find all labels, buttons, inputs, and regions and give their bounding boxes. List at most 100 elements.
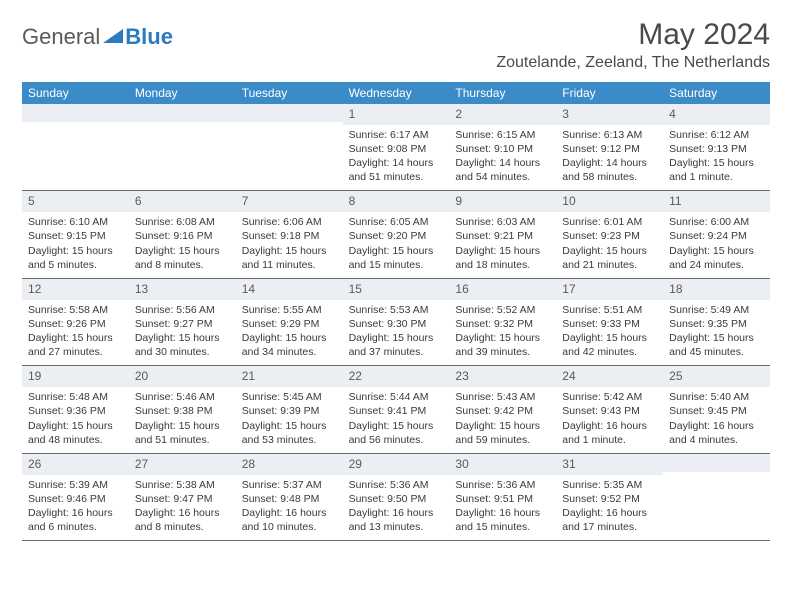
day-number: 7: [236, 191, 343, 212]
day-details: Sunrise: 5:56 AMSunset: 9:27 PMDaylight:…: [129, 300, 236, 366]
day-details: Sunrise: 5:58 AMSunset: 9:26 PMDaylight:…: [22, 300, 129, 366]
day-number: 22: [343, 366, 450, 387]
day-header-thu: Thursday: [449, 82, 556, 104]
day-cell: 4Sunrise: 6:12 AMSunset: 9:13 PMDaylight…: [663, 104, 770, 190]
day-cell: 23Sunrise: 5:43 AMSunset: 9:42 PMDayligh…: [449, 366, 556, 452]
day-details: Sunrise: 5:36 AMSunset: 9:50 PMDaylight:…: [343, 475, 450, 541]
day-cell: 27Sunrise: 5:38 AMSunset: 9:47 PMDayligh…: [129, 454, 236, 540]
day-details: Sunrise: 6:00 AMSunset: 9:24 PMDaylight:…: [663, 212, 770, 278]
day-cell: 5Sunrise: 6:10 AMSunset: 9:15 PMDaylight…: [22, 191, 129, 277]
day-cell: 6Sunrise: 6:08 AMSunset: 9:16 PMDaylight…: [129, 191, 236, 277]
day-number: 4: [663, 104, 770, 125]
logo-triangle-icon: [103, 27, 123, 48]
day-cell: 29Sunrise: 5:36 AMSunset: 9:50 PMDayligh…: [343, 454, 450, 540]
day-details: Sunrise: 6:15 AMSunset: 9:10 PMDaylight:…: [449, 125, 556, 191]
day-cell: 2Sunrise: 6:15 AMSunset: 9:10 PMDaylight…: [449, 104, 556, 190]
day-cell: 10Sunrise: 6:01 AMSunset: 9:23 PMDayligh…: [556, 191, 663, 277]
day-number: [663, 454, 770, 472]
day-number: [236, 104, 343, 122]
day-details: Sunrise: 5:45 AMSunset: 9:39 PMDaylight:…: [236, 387, 343, 453]
day-details: Sunrise: 5:51 AMSunset: 9:33 PMDaylight:…: [556, 300, 663, 366]
day-cell: 16Sunrise: 5:52 AMSunset: 9:32 PMDayligh…: [449, 279, 556, 365]
day-header-tue: Tuesday: [236, 82, 343, 104]
day-number: 27: [129, 454, 236, 475]
day-details: Sunrise: 6:08 AMSunset: 9:16 PMDaylight:…: [129, 212, 236, 278]
day-cell: 17Sunrise: 5:51 AMSunset: 9:33 PMDayligh…: [556, 279, 663, 365]
day-cell: 18Sunrise: 5:49 AMSunset: 9:35 PMDayligh…: [663, 279, 770, 365]
day-details: Sunrise: 5:39 AMSunset: 9:46 PMDaylight:…: [22, 475, 129, 541]
day-header-wed: Wednesday: [343, 82, 450, 104]
day-cell: 8Sunrise: 6:05 AMSunset: 9:20 PMDaylight…: [343, 191, 450, 277]
day-details: Sunrise: 5:46 AMSunset: 9:38 PMDaylight:…: [129, 387, 236, 453]
month-title: May 2024: [496, 18, 770, 52]
day-details: Sunrise: 6:03 AMSunset: 9:21 PMDaylight:…: [449, 212, 556, 278]
day-number: 21: [236, 366, 343, 387]
day-cell: 13Sunrise: 5:56 AMSunset: 9:27 PMDayligh…: [129, 279, 236, 365]
day-cell: 30Sunrise: 5:36 AMSunset: 9:51 PMDayligh…: [449, 454, 556, 540]
empty-cell: [236, 104, 343, 190]
day-header-row: Sunday Monday Tuesday Wednesday Thursday…: [22, 82, 770, 104]
empty-cell: [22, 104, 129, 190]
title-block: May 2024 Zoutelande, Zeeland, The Nether…: [496, 18, 770, 72]
day-number: 26: [22, 454, 129, 475]
location-text: Zoutelande, Zeeland, The Netherlands: [496, 54, 770, 72]
day-header-sat: Saturday: [663, 82, 770, 104]
day-cell: 15Sunrise: 5:53 AMSunset: 9:30 PMDayligh…: [343, 279, 450, 365]
day-number: 11: [663, 191, 770, 212]
day-number: 5: [22, 191, 129, 212]
day-details: Sunrise: 5:37 AMSunset: 9:48 PMDaylight:…: [236, 475, 343, 541]
day-number: 13: [129, 279, 236, 300]
day-cell: 24Sunrise: 5:42 AMSunset: 9:43 PMDayligh…: [556, 366, 663, 452]
day-number: 24: [556, 366, 663, 387]
empty-cell: [129, 104, 236, 190]
logo-text-general: General: [22, 24, 100, 50]
day-details: Sunrise: 6:10 AMSunset: 9:15 PMDaylight:…: [22, 212, 129, 278]
day-number: 6: [129, 191, 236, 212]
day-details: Sunrise: 6:05 AMSunset: 9:20 PMDaylight:…: [343, 212, 450, 278]
week-row: 26Sunrise: 5:39 AMSunset: 9:46 PMDayligh…: [22, 454, 770, 541]
day-details: Sunrise: 5:35 AMSunset: 9:52 PMDaylight:…: [556, 475, 663, 541]
day-number: 17: [556, 279, 663, 300]
day-number: 19: [22, 366, 129, 387]
day-cell: 14Sunrise: 5:55 AMSunset: 9:29 PMDayligh…: [236, 279, 343, 365]
day-details: Sunrise: 6:01 AMSunset: 9:23 PMDaylight:…: [556, 212, 663, 278]
day-details: Sunrise: 5:43 AMSunset: 9:42 PMDaylight:…: [449, 387, 556, 453]
day-number: 30: [449, 454, 556, 475]
day-cell: 25Sunrise: 5:40 AMSunset: 9:45 PMDayligh…: [663, 366, 770, 452]
day-details: Sunrise: 5:52 AMSunset: 9:32 PMDaylight:…: [449, 300, 556, 366]
day-cell: 11Sunrise: 6:00 AMSunset: 9:24 PMDayligh…: [663, 191, 770, 277]
empty-cell: [663, 454, 770, 540]
day-number: 18: [663, 279, 770, 300]
day-number: 23: [449, 366, 556, 387]
day-number: 16: [449, 279, 556, 300]
day-details: Sunrise: 5:42 AMSunset: 9:43 PMDaylight:…: [556, 387, 663, 453]
logo-text-blue: Blue: [125, 27, 173, 47]
day-number: 8: [343, 191, 450, 212]
week-row: 5Sunrise: 6:10 AMSunset: 9:15 PMDaylight…: [22, 191, 770, 278]
day-number: [129, 104, 236, 122]
week-row: 1Sunrise: 6:17 AMSunset: 9:08 PMDaylight…: [22, 104, 770, 191]
day-cell: 28Sunrise: 5:37 AMSunset: 9:48 PMDayligh…: [236, 454, 343, 540]
day-details: Sunrise: 5:44 AMSunset: 9:41 PMDaylight:…: [343, 387, 450, 453]
day-details: Sunrise: 6:17 AMSunset: 9:08 PMDaylight:…: [343, 125, 450, 191]
logo: General Blue: [22, 18, 173, 50]
day-details: Sunrise: 5:55 AMSunset: 9:29 PMDaylight:…: [236, 300, 343, 366]
day-details: Sunrise: 5:38 AMSunset: 9:47 PMDaylight:…: [129, 475, 236, 541]
day-details: Sunrise: 5:49 AMSunset: 9:35 PMDaylight:…: [663, 300, 770, 366]
day-number: 29: [343, 454, 450, 475]
week-row: 19Sunrise: 5:48 AMSunset: 9:36 PMDayligh…: [22, 366, 770, 453]
day-cell: 1Sunrise: 6:17 AMSunset: 9:08 PMDaylight…: [343, 104, 450, 190]
day-number: 1: [343, 104, 450, 125]
day-cell: 9Sunrise: 6:03 AMSunset: 9:21 PMDaylight…: [449, 191, 556, 277]
day-details: Sunrise: 5:40 AMSunset: 9:45 PMDaylight:…: [663, 387, 770, 453]
day-cell: 19Sunrise: 5:48 AMSunset: 9:36 PMDayligh…: [22, 366, 129, 452]
day-number: 15: [343, 279, 450, 300]
day-details: Sunrise: 6:13 AMSunset: 9:12 PMDaylight:…: [556, 125, 663, 191]
day-cell: 22Sunrise: 5:44 AMSunset: 9:41 PMDayligh…: [343, 366, 450, 452]
calendar: Sunday Monday Tuesday Wednesday Thursday…: [22, 82, 770, 541]
day-number: 25: [663, 366, 770, 387]
day-number: 3: [556, 104, 663, 125]
page-header: General Blue May 2024 Zoutelande, Zeelan…: [22, 18, 770, 72]
day-details: Sunrise: 5:48 AMSunset: 9:36 PMDaylight:…: [22, 387, 129, 453]
day-number: 28: [236, 454, 343, 475]
